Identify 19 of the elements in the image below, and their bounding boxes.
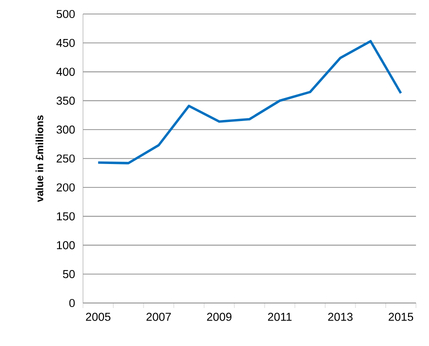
- y-tick-label: 400: [56, 68, 75, 76]
- y-tick-label: 500: [56, 10, 75, 18]
- y-tick-label: 300: [56, 126, 75, 134]
- x-tick-label: 2013: [328, 312, 353, 321]
- y-tick-label: 350: [56, 96, 75, 105]
- y-tick-label: 100: [56, 241, 75, 250]
- y-tick-label: 450: [56, 38, 75, 47]
- line-series: [96, 40, 402, 164]
- y-tick-label: 250: [56, 154, 75, 163]
- y-tick-label: 0: [69, 298, 75, 308]
- y-tick-label: 200: [56, 183, 75, 192]
- x-tick-label: 2009: [207, 312, 232, 321]
- x-tick-label: 2011: [268, 312, 292, 321]
- y-axis-title: value in £millions: [36, 115, 44, 202]
- x-tick-label: 2015: [388, 312, 414, 321]
- x-tick-label: 2005: [86, 312, 110, 321]
- y-tick-label: 150: [56, 212, 75, 220]
- x-tick-label: 2007: [146, 312, 171, 321]
- y-tick-label: 50: [62, 270, 75, 278]
